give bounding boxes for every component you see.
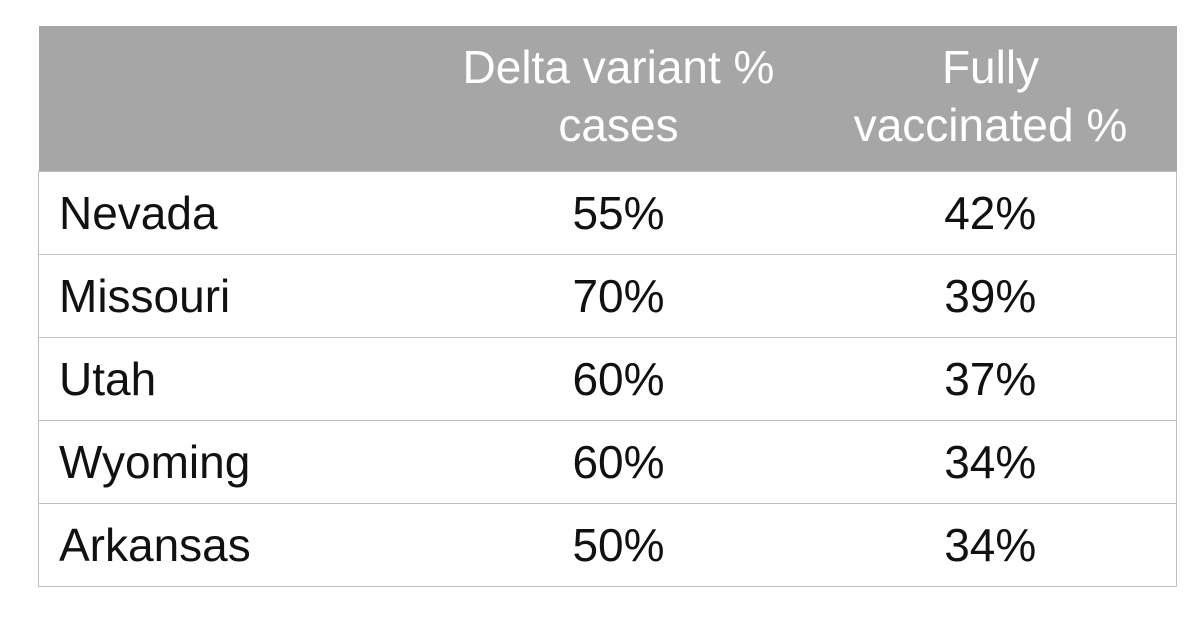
header-delta-line-2: cases bbox=[558, 99, 679, 152]
table-row: Wyoming 60% 34% bbox=[38, 419, 1177, 503]
delta-cell: 50% bbox=[398, 502, 779, 587]
table-header: Delta variant % cases Fully vaccinated % bbox=[38, 26, 1177, 171]
vaccinated-cell: 37% bbox=[778, 336, 1177, 420]
header-cell-state bbox=[39, 26, 399, 171]
vaccinated-cell: 39% bbox=[778, 253, 1177, 337]
header-cell-delta: Delta variant % cases bbox=[399, 26, 779, 171]
table-body: Nevada 55% 42% Missouri 70% 39% Utah 60%… bbox=[38, 170, 1177, 587]
delta-cell: 60% bbox=[398, 419, 779, 503]
state-cell: Arkansas bbox=[38, 502, 399, 587]
state-cell: Utah bbox=[38, 336, 399, 420]
state-cell: Wyoming bbox=[38, 419, 399, 503]
data-table-container: Delta variant % cases Fully vaccinated %… bbox=[38, 26, 1177, 587]
delta-cell: 60% bbox=[398, 336, 779, 420]
vaccinated-cell: 34% bbox=[778, 502, 1177, 587]
table-row: Missouri 70% 39% bbox=[38, 253, 1177, 337]
delta-cell: 55% bbox=[398, 170, 779, 254]
table-row: Utah 60% 37% bbox=[38, 336, 1177, 420]
state-cell: Nevada bbox=[38, 170, 399, 254]
header-row: Delta variant % cases Fully vaccinated % bbox=[38, 26, 1177, 171]
delta-cell: 70% bbox=[398, 253, 779, 337]
vaccinated-cell: 42% bbox=[778, 170, 1177, 254]
table-row: Nevada 55% 42% bbox=[38, 170, 1177, 254]
header-vaccinated-line-1: Fully bbox=[941, 41, 1040, 94]
delta-vaccination-table: Delta variant % cases Fully vaccinated %… bbox=[38, 26, 1177, 587]
vaccinated-cell: 34% bbox=[778, 419, 1177, 503]
state-cell: Missouri bbox=[38, 253, 399, 337]
header-vaccinated-line-2: vaccinated % bbox=[853, 99, 1128, 152]
table-row: Arkansas 50% 34% bbox=[38, 502, 1177, 587]
header-delta-line-1: Delta variant % bbox=[462, 41, 775, 94]
header-cell-vaccinated: Fully vaccinated % bbox=[779, 26, 1177, 171]
